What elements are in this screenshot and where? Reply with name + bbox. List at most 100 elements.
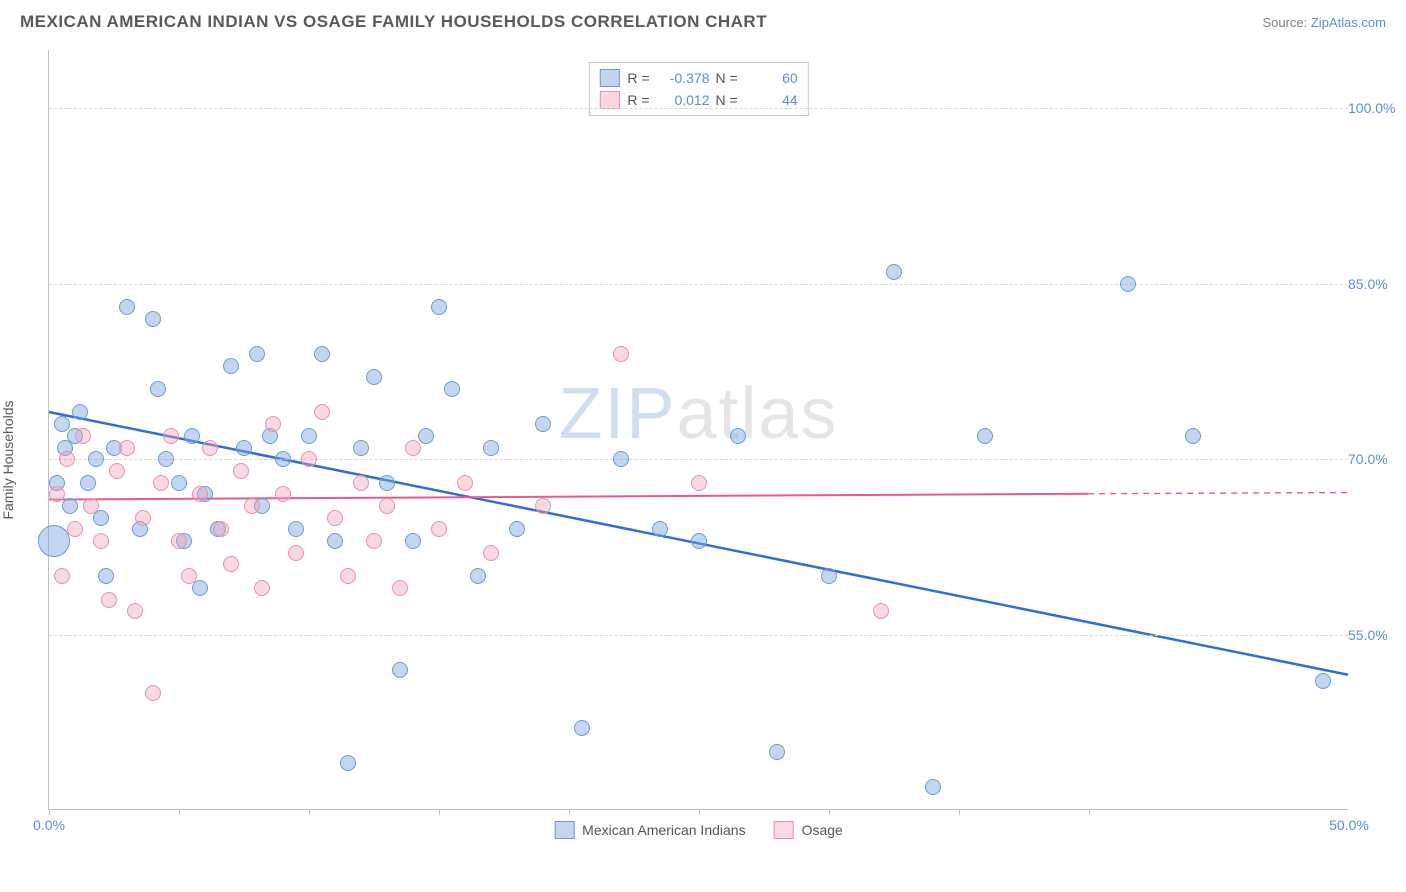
r-value: -0.378 [656,70,710,86]
scatter-point [236,440,252,456]
swatch-series1 [599,69,619,87]
scatter-point [265,416,281,432]
ytick-label: 100.0% [1348,100,1398,116]
xtick [309,809,310,815]
scatter-point [49,486,65,502]
scatter-point [233,463,249,479]
scatter-point [977,428,993,444]
scatter-point [431,521,447,537]
y-axis-label: Family Households [0,400,16,519]
scatter-point [93,533,109,549]
scatter-point [652,521,668,537]
scatter-point [288,545,304,561]
scatter-point [353,440,369,456]
scatter-point [366,369,382,385]
scatter-point [301,451,317,467]
xtick-label: 0.0% [33,817,65,833]
scatter-point [75,428,91,444]
scatter-point [301,428,317,444]
watermark-zip: ZIP [558,374,676,454]
r-label: R = [627,92,649,108]
scatter-point [886,264,902,280]
scatter-point [691,475,707,491]
xtick [829,809,830,815]
scatter-point [613,451,629,467]
xtick [179,809,180,815]
scatter-point [730,428,746,444]
scatter-point [457,475,473,491]
scatter-point [127,603,143,619]
swatch-series2 [599,91,619,109]
scatter-point [379,498,395,514]
scatter-point [405,440,421,456]
scatter-point [101,592,117,608]
watermark-atlas: atlas [676,374,838,454]
trend-lines-layer [49,50,1348,809]
scatter-point [54,568,70,584]
scatter-point [213,521,229,537]
xtick [1089,809,1090,815]
scatter-point [275,486,291,502]
scatter-point [327,533,343,549]
source-attribution: Source: ZipAtlas.com [1262,15,1386,30]
scatter-point [145,311,161,327]
scatter-point [72,404,88,420]
ytick-label: 85.0% [1348,276,1398,292]
legend-swatch-series2 [774,821,794,839]
chart-title: MEXICAN AMERICAN INDIAN VS OSAGE FAMILY … [20,12,767,32]
r-value: 0.012 [656,92,710,108]
scatter-point [223,358,239,374]
legend-swatch-series1 [554,821,574,839]
scatter-point [192,486,208,502]
scatter-point [483,545,499,561]
scatter-point [62,498,78,514]
scatter-point [145,685,161,701]
scatter-point [873,603,889,619]
scatter-point [249,346,265,362]
legend-item-series1: Mexican American Indians [554,821,745,839]
ytick-label: 55.0% [1348,627,1398,643]
scatter-point [509,521,525,537]
header: MEXICAN AMERICAN INDIAN VS OSAGE FAMILY … [0,0,1406,40]
scatter-point [574,720,590,736]
n-value: 60 [744,70,798,86]
scatter-point [1315,673,1331,689]
scatter-point [171,475,187,491]
xtick [699,809,700,815]
scatter-point [340,568,356,584]
xtick [959,809,960,815]
scatter-point [535,416,551,432]
legend-label-series1: Mexican American Indians [582,822,745,838]
scatter-point [1185,428,1201,444]
legend-item-series2: Osage [774,821,843,839]
scatter-point [119,299,135,315]
scatter-point [314,346,330,362]
n-label: N = [716,92,738,108]
scatter-point [202,440,218,456]
scatter-point [158,451,174,467]
scatter-point [691,533,707,549]
ytick-label: 70.0% [1348,451,1398,467]
scatter-point [340,755,356,771]
scatter-point [405,533,421,549]
scatter-point [925,779,941,795]
scatter-point [275,451,291,467]
scatter-point [153,475,169,491]
watermark: ZIPatlas [558,373,838,455]
scatter-point [80,475,96,491]
scatter-point [59,451,75,467]
scatter-point [98,568,114,584]
scatter-point [244,498,260,514]
source-link[interactable]: ZipAtlas.com [1311,15,1386,30]
scatter-point [379,475,395,491]
scatter-point [821,568,837,584]
scatter-point [418,428,434,444]
scatter-point [181,568,197,584]
scatter-point [392,662,408,678]
legend-label-series2: Osage [802,822,843,838]
scatter-point [483,440,499,456]
scatter-point [366,533,382,549]
scatter-point [254,580,270,596]
scatter-point [353,475,369,491]
xtick [569,809,570,815]
